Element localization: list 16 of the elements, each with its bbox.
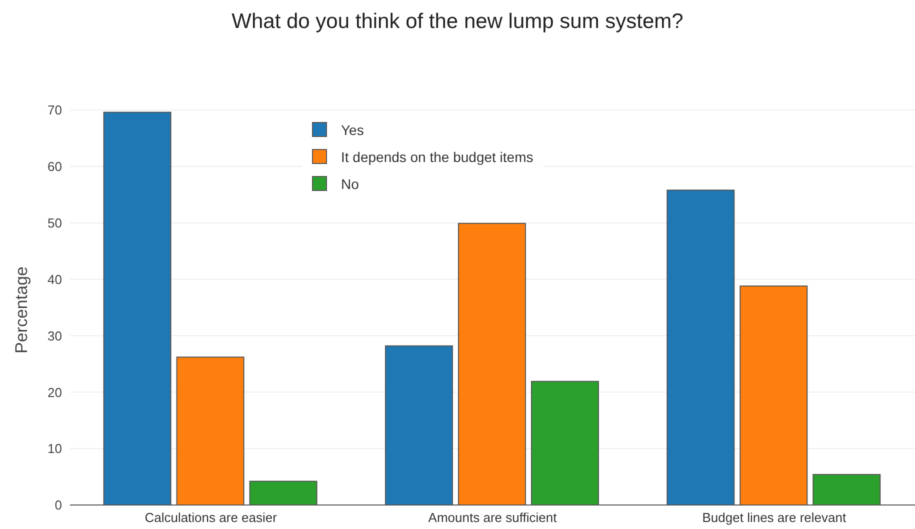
x-tick-label: Calculations are easier xyxy=(144,510,278,526)
y-tick-label: 0 xyxy=(54,498,62,513)
x-tick-label: Budget lines are relevant xyxy=(702,510,846,526)
y-tick-label: 20 xyxy=(48,384,62,400)
chart-title: What do you think of the new lump sum system? xyxy=(230,10,684,34)
legend-label: No xyxy=(341,176,359,192)
legend-label: Yes xyxy=(341,122,364,138)
y-tick-label: 70 xyxy=(48,102,62,118)
y-tick-label: 50 xyxy=(48,215,62,230)
x-tick-label: Amounts are sufficient xyxy=(428,510,558,526)
y-tick-label: 10 xyxy=(48,441,62,456)
y-tick-label: 60 xyxy=(48,159,62,174)
y-axis-title: Percentage xyxy=(12,266,32,354)
y-tick-label: 40 xyxy=(48,272,62,287)
y-tick-label: 30 xyxy=(48,328,62,344)
legend-label: It depends on the budget items xyxy=(341,148,534,164)
